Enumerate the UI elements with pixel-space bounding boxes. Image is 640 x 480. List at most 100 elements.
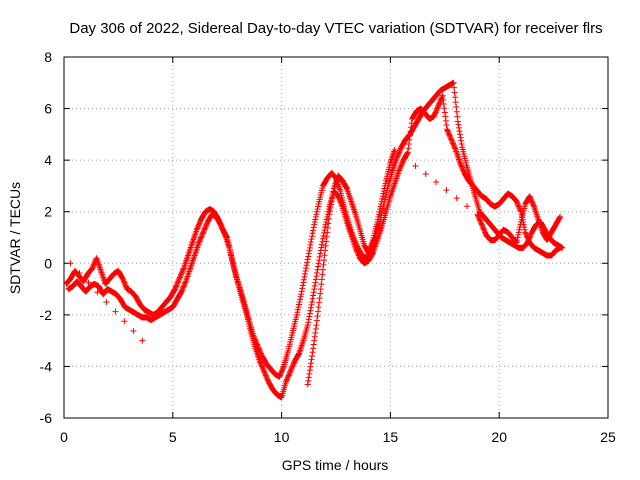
data-point (430, 113, 437, 120)
data-point (311, 337, 318, 344)
data-point (378, 198, 385, 205)
data-point (343, 184, 350, 191)
data-point (176, 274, 183, 281)
data-point (474, 211, 481, 218)
data-point (197, 235, 204, 242)
chart-title: Day 306 of 2022, Sidereal Day-to-day VTE… (69, 20, 602, 37)
data-point (328, 198, 335, 205)
data-point (312, 276, 319, 283)
axis-ticks: 0 5 10 15 20 25 -6 -4 -2 0 2 4 6 8 (40, 49, 616, 445)
data-point (475, 213, 482, 220)
data-point (326, 211, 333, 218)
x-tick-label: 0 (60, 429, 68, 445)
data-point (303, 262, 310, 269)
grid (64, 57, 608, 418)
data-point (396, 148, 403, 155)
data-point (395, 150, 402, 157)
data-point (179, 287, 186, 294)
data-point (306, 367, 313, 374)
data-point (174, 279, 181, 286)
data-point (396, 166, 403, 173)
data-point (256, 358, 263, 365)
data-point (402, 154, 409, 161)
data-point (309, 230, 316, 237)
data-point (445, 128, 452, 135)
data-point (446, 131, 453, 138)
x-tick-label: 20 (491, 429, 507, 445)
data-point (528, 198, 535, 205)
data-point (305, 250, 312, 257)
data-point (322, 221, 329, 228)
data-point (279, 367, 286, 374)
data-point (436, 100, 443, 107)
data-point (317, 286, 324, 293)
data-point (85, 279, 92, 286)
data-point (338, 200, 345, 207)
data-point (313, 211, 320, 218)
y-tick-label: 0 (44, 255, 52, 271)
data-point (320, 261, 327, 268)
data-point (308, 236, 315, 243)
data-point (459, 166, 466, 173)
data-point (482, 229, 489, 236)
data-point (130, 327, 137, 334)
data-point (337, 199, 344, 206)
data-point (514, 237, 521, 244)
data-point (175, 277, 182, 284)
data-point (315, 203, 322, 210)
data-point (353, 246, 360, 253)
data-point (198, 234, 205, 241)
data-point (178, 270, 185, 277)
data-point (179, 286, 186, 293)
data-point (404, 150, 411, 157)
data-point (261, 369, 268, 376)
data-point (450, 79, 457, 86)
data-point (474, 212, 481, 219)
data-point (513, 198, 520, 205)
data-point (522, 230, 529, 237)
data-point (449, 139, 456, 146)
data-point (263, 373, 270, 380)
data-point (319, 271, 326, 278)
data-point (439, 92, 446, 99)
data-point (408, 124, 415, 131)
data-point (313, 208, 320, 215)
data-point (287, 367, 294, 374)
data-point (302, 268, 309, 275)
data-point (294, 306, 301, 313)
data-point (381, 185, 388, 192)
data-point (197, 237, 203, 244)
data-point (443, 187, 450, 194)
data-point (325, 215, 332, 222)
data-point (306, 370, 313, 377)
data-point (444, 127, 451, 134)
data-point (451, 89, 458, 96)
data-point (307, 239, 314, 246)
data-point (375, 213, 382, 220)
data-point (139, 337, 146, 344)
data-point (300, 276, 307, 283)
data-point (90, 262, 97, 269)
data-point (382, 180, 389, 187)
y-tick-label: -4 (40, 358, 53, 374)
data-point (307, 360, 314, 367)
data-point (322, 242, 329, 249)
data-point (221, 230, 228, 237)
data-point (309, 295, 316, 302)
data-point (297, 296, 304, 303)
plot-frame (63, 56, 609, 419)
data-point (282, 378, 289, 385)
data-point (200, 229, 207, 236)
data-point (453, 195, 460, 202)
data-series (304, 146, 564, 388)
data-point (327, 208, 334, 215)
data-point (381, 182, 388, 189)
data-point (431, 112, 438, 119)
data-point (314, 206, 321, 213)
data-point (313, 322, 320, 329)
data-point (173, 283, 180, 290)
data-point (440, 96, 447, 103)
data-point (300, 279, 307, 286)
data-point (288, 366, 295, 373)
data-point (305, 377, 312, 384)
